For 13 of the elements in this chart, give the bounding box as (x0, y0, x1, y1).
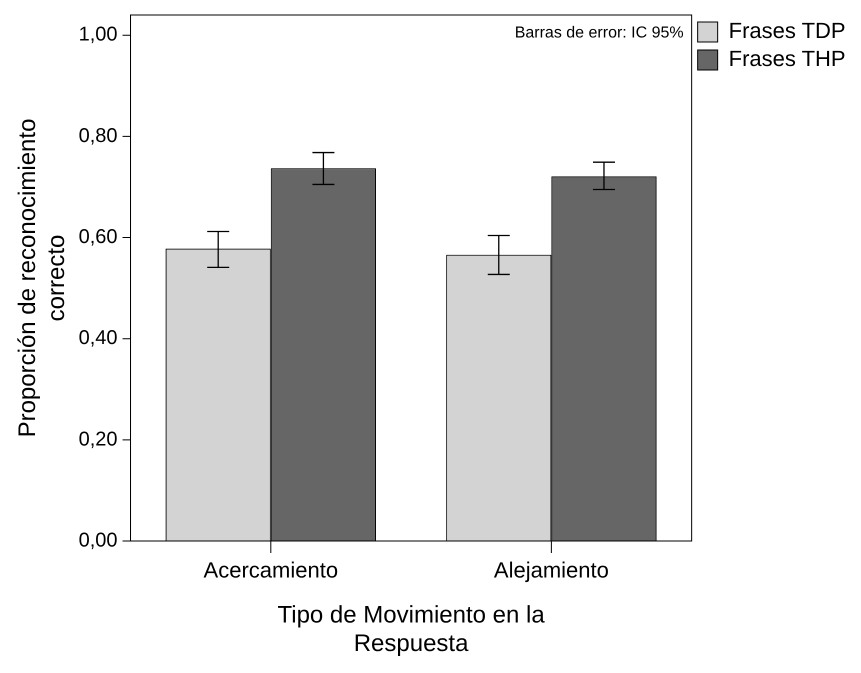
legend-label: Frases TDP (728, 18, 846, 44)
y-tick-label: 0,20 (78, 428, 118, 450)
annotation: Barras de error: IC 95% (514, 24, 684, 42)
y-axis-title: Proporción de reconocimiento correcto (14, 118, 70, 438)
y-tick-label: 1,00 (78, 24, 118, 46)
y-tick-label: 0,60 (78, 226, 118, 248)
y-tick-label: 0,40 (78, 327, 118, 350)
y-tick-label: 0,80 (78, 124, 118, 147)
x-tick-label: Acercamiento (204, 557, 338, 582)
y-tick-label: 0,00 (78, 530, 118, 552)
x-axis-title: Tipo de Movimiento en la Respuesta (277, 601, 546, 658)
legend-label: Frases THP (728, 46, 846, 72)
x-tick-label: Alejamiento (494, 557, 609, 582)
